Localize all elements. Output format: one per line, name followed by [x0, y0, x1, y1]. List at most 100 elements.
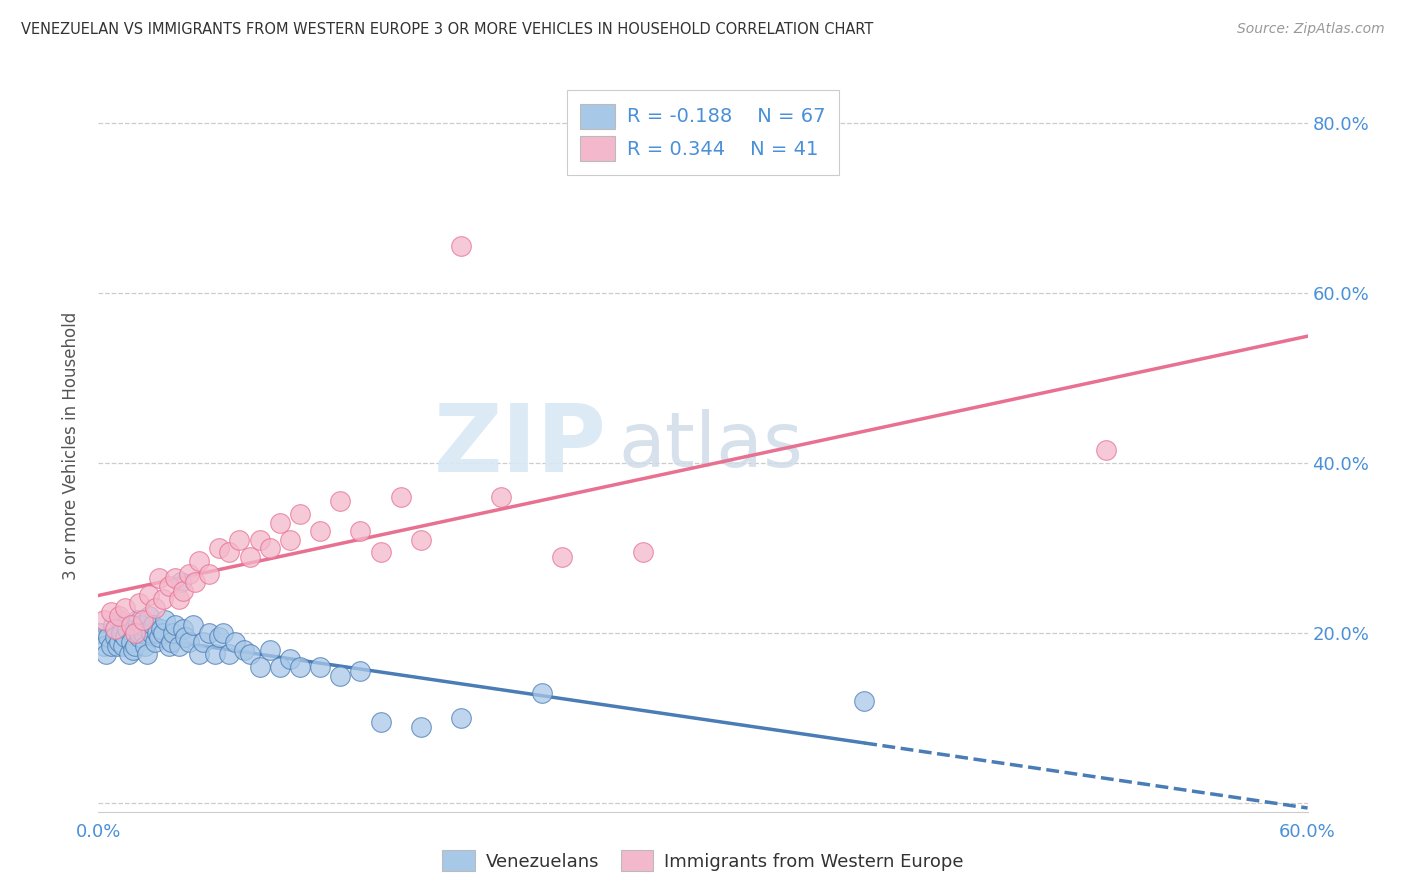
- Point: [309, 660, 332, 674]
- Point: [179, 566, 201, 581]
- Point: [124, 626, 146, 640]
- Point: [138, 609, 160, 624]
- Point: [128, 631, 150, 645]
- Point: [450, 711, 472, 725]
- Point: [491, 490, 513, 504]
- Point: [172, 622, 194, 636]
- Point: [208, 631, 231, 645]
- Y-axis label: 3 or more Vehicles in Household: 3 or more Vehicles in Household: [62, 312, 80, 580]
- Point: [93, 613, 115, 627]
- Point: [259, 643, 281, 657]
- Point: [132, 613, 155, 627]
- Point: [198, 566, 221, 581]
- Point: [179, 634, 201, 648]
- Point: [239, 648, 262, 662]
- Point: [134, 639, 156, 653]
- Point: [249, 533, 271, 547]
- Point: [100, 605, 122, 619]
- Point: [184, 575, 207, 590]
- Point: [115, 622, 138, 636]
- Point: [128, 596, 150, 610]
- Point: [138, 588, 160, 602]
- Point: [288, 507, 311, 521]
- Point: [160, 634, 183, 648]
- Point: [100, 639, 122, 653]
- Text: VENEZUELAN VS IMMIGRANTS FROM WESTERN EUROPE 3 OR MORE VEHICLES IN HOUSEHOLD COR: VENEZUELAN VS IMMIGRANTS FROM WESTERN EU…: [21, 22, 873, 37]
- Point: [288, 660, 311, 674]
- Point: [163, 571, 186, 585]
- Point: [218, 545, 240, 559]
- Point: [149, 622, 172, 636]
- Point: [278, 533, 301, 547]
- Point: [208, 541, 231, 555]
- Point: [89, 626, 111, 640]
- Point: [224, 634, 246, 648]
- Point: [188, 554, 211, 568]
- Point: [551, 549, 574, 564]
- Point: [105, 639, 128, 653]
- Point: [128, 626, 150, 640]
- Point: [120, 617, 142, 632]
- Point: [107, 609, 129, 624]
- Point: [269, 660, 291, 674]
- Point: [152, 626, 174, 640]
- Text: Source: ZipAtlas.com: Source: ZipAtlas.com: [1237, 22, 1385, 37]
- Point: [125, 613, 148, 627]
- Point: [530, 686, 553, 700]
- Point: [135, 648, 157, 662]
- Legend: R = -0.188    N = 67, R = 0.344    N = 41: R = -0.188 N = 67, R = 0.344 N = 41: [567, 90, 839, 175]
- Point: [370, 715, 392, 730]
- Point: [142, 617, 165, 632]
- Point: [103, 631, 125, 645]
- Point: [114, 631, 136, 645]
- Point: [188, 648, 211, 662]
- Point: [111, 639, 134, 653]
- Point: [198, 626, 221, 640]
- Point: [97, 631, 120, 645]
- Point: [101, 617, 124, 632]
- Point: [162, 626, 184, 640]
- Text: ZIP: ZIP: [433, 400, 606, 492]
- Point: [329, 494, 352, 508]
- Point: [329, 668, 352, 682]
- Point: [107, 634, 129, 648]
- Point: [163, 617, 186, 632]
- Point: [157, 639, 180, 653]
- Point: [114, 600, 136, 615]
- Point: [129, 617, 152, 632]
- Point: [96, 648, 118, 662]
- Point: [146, 626, 169, 640]
- Point: [212, 626, 235, 640]
- Point: [148, 571, 170, 585]
- Point: [139, 626, 162, 640]
- Point: [118, 648, 141, 662]
- Point: [170, 575, 193, 590]
- Point: [153, 613, 176, 627]
- Point: [143, 634, 166, 648]
- Point: [120, 634, 142, 648]
- Point: [409, 720, 432, 734]
- Point: [124, 639, 146, 653]
- Point: [232, 643, 254, 657]
- Point: [450, 239, 472, 253]
- Point: [370, 545, 392, 559]
- Point: [157, 579, 180, 593]
- Point: [143, 600, 166, 615]
- Point: [309, 524, 332, 538]
- Point: [110, 626, 132, 640]
- Legend: Venezuelans, Immigrants from Western Europe: Venezuelans, Immigrants from Western Eur…: [434, 843, 972, 879]
- Point: [204, 648, 226, 662]
- Point: [228, 533, 250, 547]
- Point: [389, 490, 412, 504]
- Point: [107, 613, 129, 627]
- Point: [853, 694, 876, 708]
- Point: [148, 631, 170, 645]
- Point: [193, 634, 215, 648]
- Point: [181, 617, 204, 632]
- Point: [249, 660, 271, 674]
- Point: [269, 516, 291, 530]
- Point: [172, 583, 194, 598]
- Point: [349, 665, 371, 679]
- Point: [167, 639, 190, 653]
- Point: [349, 524, 371, 538]
